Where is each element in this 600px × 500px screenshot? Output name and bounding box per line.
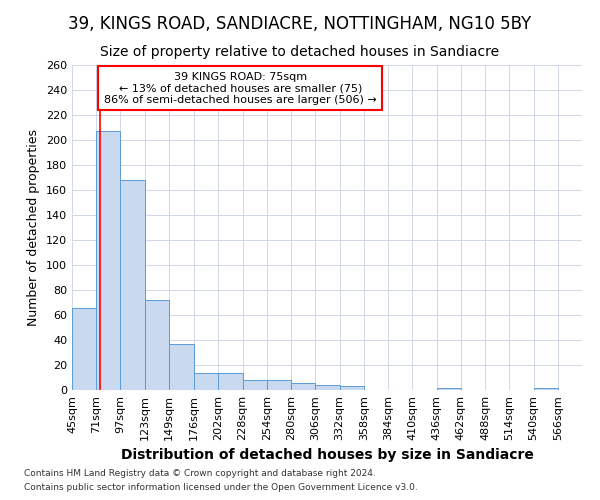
Bar (218, 372, 242, 390)
Bar (316, 385, 340, 390)
Bar (194, 372, 218, 390)
Text: 39, KINGS ROAD, SANDIACRE, NOTTINGHAM, NG10 5BY: 39, KINGS ROAD, SANDIACRE, NOTTINGHAM, N… (68, 15, 532, 33)
Bar (533, 388, 558, 390)
Bar (96, 131, 121, 390)
Bar (169, 344, 194, 390)
Bar (121, 180, 145, 390)
Bar (437, 388, 461, 390)
Text: 39 KINGS ROAD: 75sqm
← 13% of detached houses are smaller (75)
86% of semi-detac: 39 KINGS ROAD: 75sqm ← 13% of detached h… (104, 72, 377, 104)
Text: Contains HM Land Registry data © Crown copyright and database right 2024.: Contains HM Land Registry data © Crown c… (24, 468, 376, 477)
Bar (291, 382, 316, 390)
Bar (267, 380, 291, 390)
X-axis label: Distribution of detached houses by size in Sandiacre: Distribution of detached houses by size … (121, 448, 533, 462)
Text: Contains public sector information licensed under the Open Government Licence v3: Contains public sector information licen… (24, 484, 418, 492)
Bar (72, 308, 96, 390)
Bar (340, 386, 364, 390)
Text: Size of property relative to detached houses in Sandiacre: Size of property relative to detached ho… (100, 45, 500, 59)
Y-axis label: Number of detached properties: Number of detached properties (28, 129, 40, 326)
Bar (145, 300, 169, 390)
Bar (242, 380, 267, 390)
